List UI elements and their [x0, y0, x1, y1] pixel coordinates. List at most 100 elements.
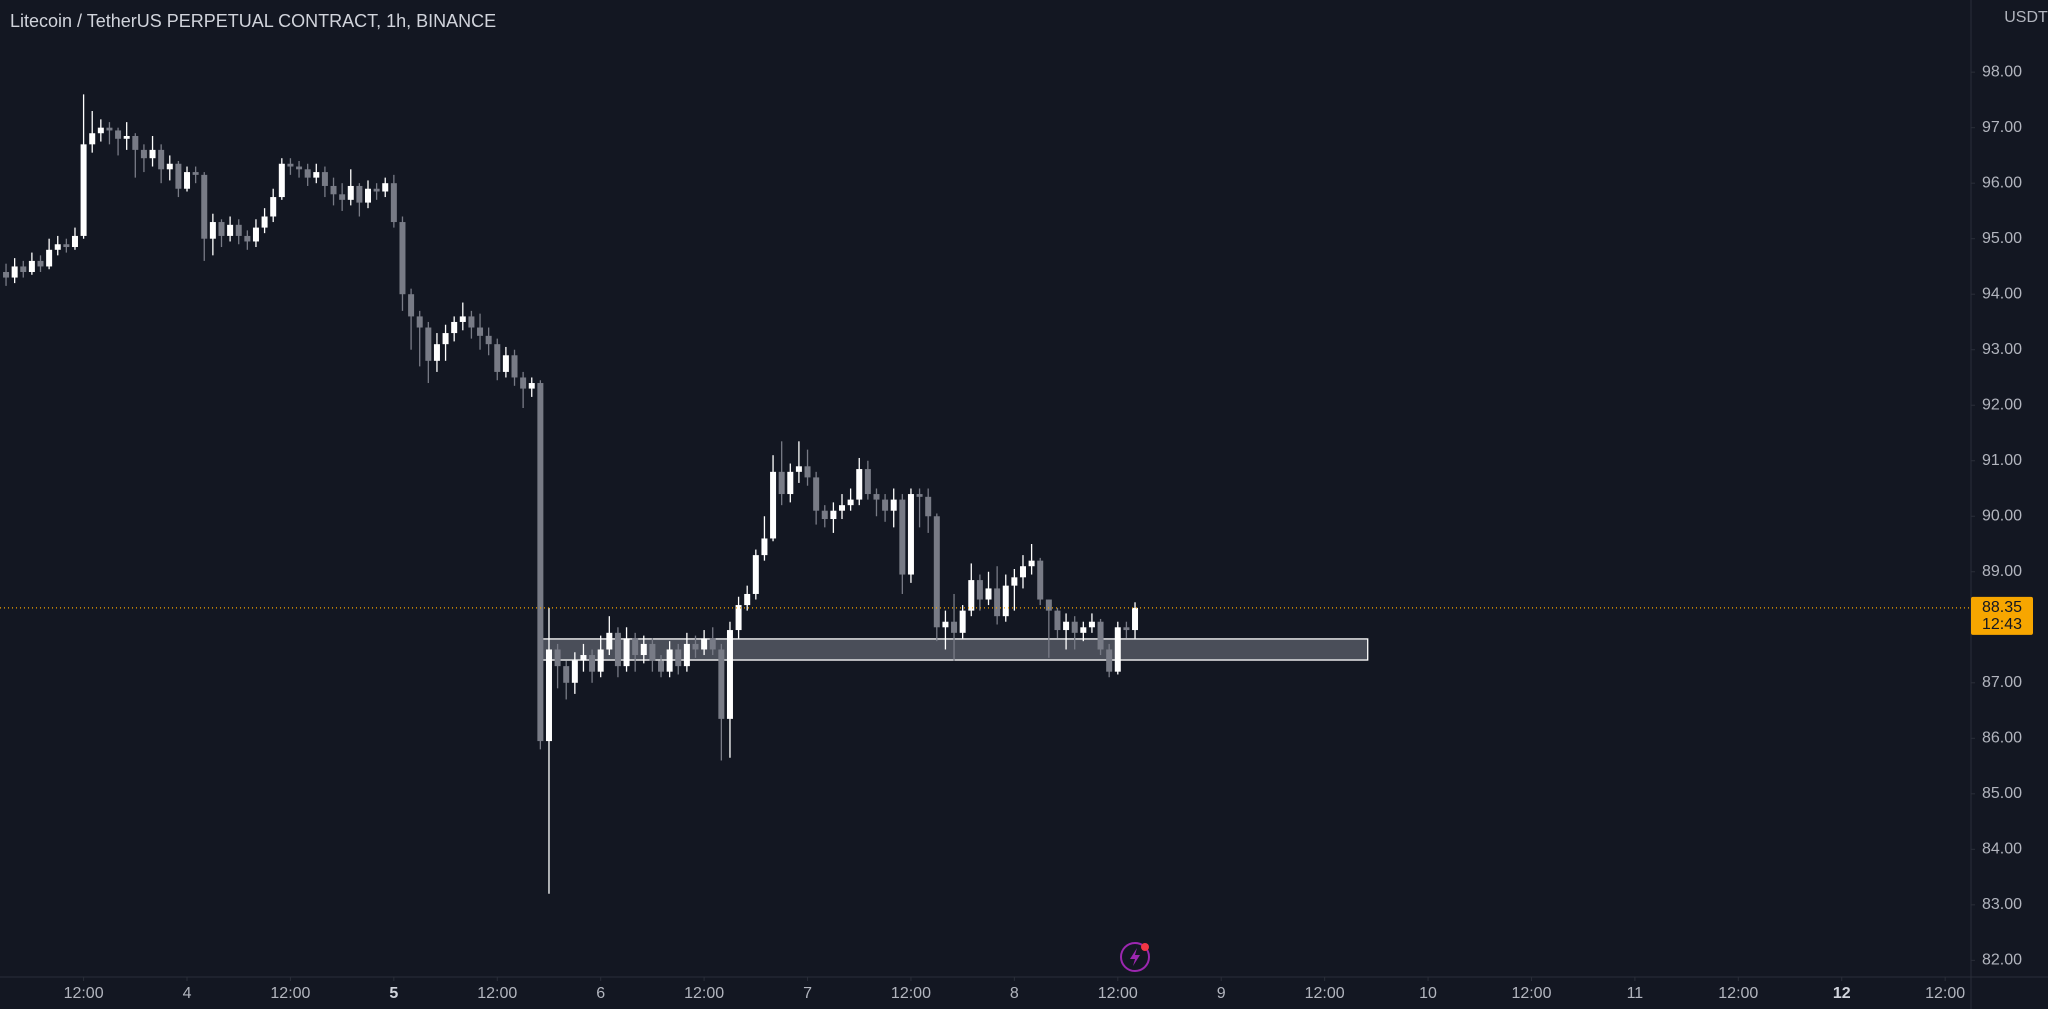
candle-body	[554, 649, 561, 667]
candle-body	[597, 649, 604, 672]
candle-body	[80, 144, 87, 236]
candle-body	[1002, 585, 1009, 617]
candle-body	[63, 244, 70, 248]
candle-body	[71, 235, 78, 248]
candle-body	[614, 632, 621, 667]
candle-body	[752, 555, 759, 594]
candle-body	[994, 588, 1001, 617]
candle-body	[925, 496, 932, 517]
candle-body	[46, 249, 53, 267]
candle-body	[528, 383, 535, 389]
last-price-box	[1971, 596, 2033, 635]
candle-body	[709, 638, 716, 650]
candle-body	[244, 235, 251, 242]
x-tick-label: 12:00	[684, 985, 724, 1002]
candle-body	[511, 355, 518, 378]
y-tick-label: 91.00	[1982, 452, 2022, 469]
candle-body	[744, 593, 751, 606]
candle-body	[321, 172, 328, 186]
y-tick-label: 84.00	[1982, 841, 2022, 858]
candle-body	[270, 197, 277, 217]
candle-body	[339, 194, 346, 200]
candle-body	[1123, 627, 1130, 631]
candle-body	[649, 643, 656, 661]
candle-body	[227, 224, 234, 236]
x-tick-label: 7	[803, 985, 812, 1002]
candle-body	[666, 649, 673, 672]
candle-body	[864, 469, 871, 495]
candle-body	[502, 355, 509, 372]
candle-body	[942, 621, 949, 628]
candle-body	[890, 499, 897, 511]
candle-body	[494, 344, 501, 372]
candle-body	[11, 266, 18, 278]
candle-body	[123, 136, 130, 139]
candle-body	[658, 660, 665, 672]
candle-body	[839, 505, 846, 511]
x-tick-label: 10	[1419, 985, 1437, 1002]
candle-body	[951, 621, 958, 633]
candle-body	[158, 149, 165, 170]
candle-body	[632, 638, 639, 656]
alert-icon-bolt[interactable]	[1130, 948, 1140, 966]
candle-body	[787, 471, 794, 495]
candle-body	[916, 494, 923, 497]
candle-body	[477, 327, 484, 336]
x-tick-label: 8	[1010, 985, 1019, 1002]
x-tick-label: 12:00	[1718, 985, 1758, 1002]
alert-icon[interactable]	[1120, 942, 1150, 972]
candle-body	[847, 499, 854, 506]
candle-body	[1054, 610, 1061, 631]
candle-body	[959, 610, 966, 633]
candle-body	[296, 166, 303, 170]
candle-body	[1045, 599, 1052, 611]
candle-body	[261, 216, 268, 228]
candle-body	[442, 333, 449, 345]
y-tick-label: 85.00	[1982, 785, 2022, 802]
x-tick-label: 6	[596, 985, 605, 1002]
candle-body	[606, 632, 613, 650]
candle-body	[580, 655, 587, 661]
candle-body	[976, 580, 983, 600]
candle-body	[89, 133, 96, 145]
candle-body	[933, 516, 940, 628]
alert-icon-dot[interactable]	[1141, 943, 1149, 951]
candle-body	[1114, 627, 1121, 672]
candle-body	[390, 183, 397, 223]
candle-body	[166, 163, 173, 170]
last-price-label: 88.35	[1982, 599, 2022, 616]
candle-body	[382, 183, 389, 192]
candle-body	[1063, 621, 1070, 631]
candle-body	[813, 477, 820, 511]
candle-body	[1028, 560, 1035, 567]
y-tick-label: 86.00	[1982, 730, 2022, 747]
alert-icon-ring[interactable]	[1120, 942, 1150, 972]
x-tick-label: 11	[1627, 985, 1644, 1002]
candle-body	[589, 655, 596, 672]
candle-body	[425, 327, 432, 361]
candle-body	[1106, 649, 1113, 672]
x-tick-label: 12:00	[270, 985, 310, 1002]
candle-body	[640, 643, 647, 656]
candle-body	[416, 316, 423, 328]
candle-body	[985, 588, 992, 600]
countdown-label: 12:43	[1982, 616, 2022, 633]
chart-title: Litecoin / TetherUS PERPETUAL CONTRACT, …	[10, 11, 496, 31]
candle-body	[399, 222, 406, 295]
candle-body	[252, 227, 259, 242]
candle-body	[451, 321, 458, 334]
candle-body	[330, 185, 337, 195]
candle-body	[278, 163, 285, 198]
candle-body	[192, 172, 199, 175]
candle-body	[459, 316, 466, 322]
candle-body	[304, 169, 311, 178]
candle-body	[132, 136, 139, 150]
candle-body	[184, 172, 191, 189]
candle-body	[97, 127, 104, 134]
candle-body	[28, 260, 35, 273]
y-tick-label: 95.00	[1982, 230, 2022, 247]
candle-body	[718, 649, 725, 719]
x-tick-label: 5	[389, 985, 398, 1002]
